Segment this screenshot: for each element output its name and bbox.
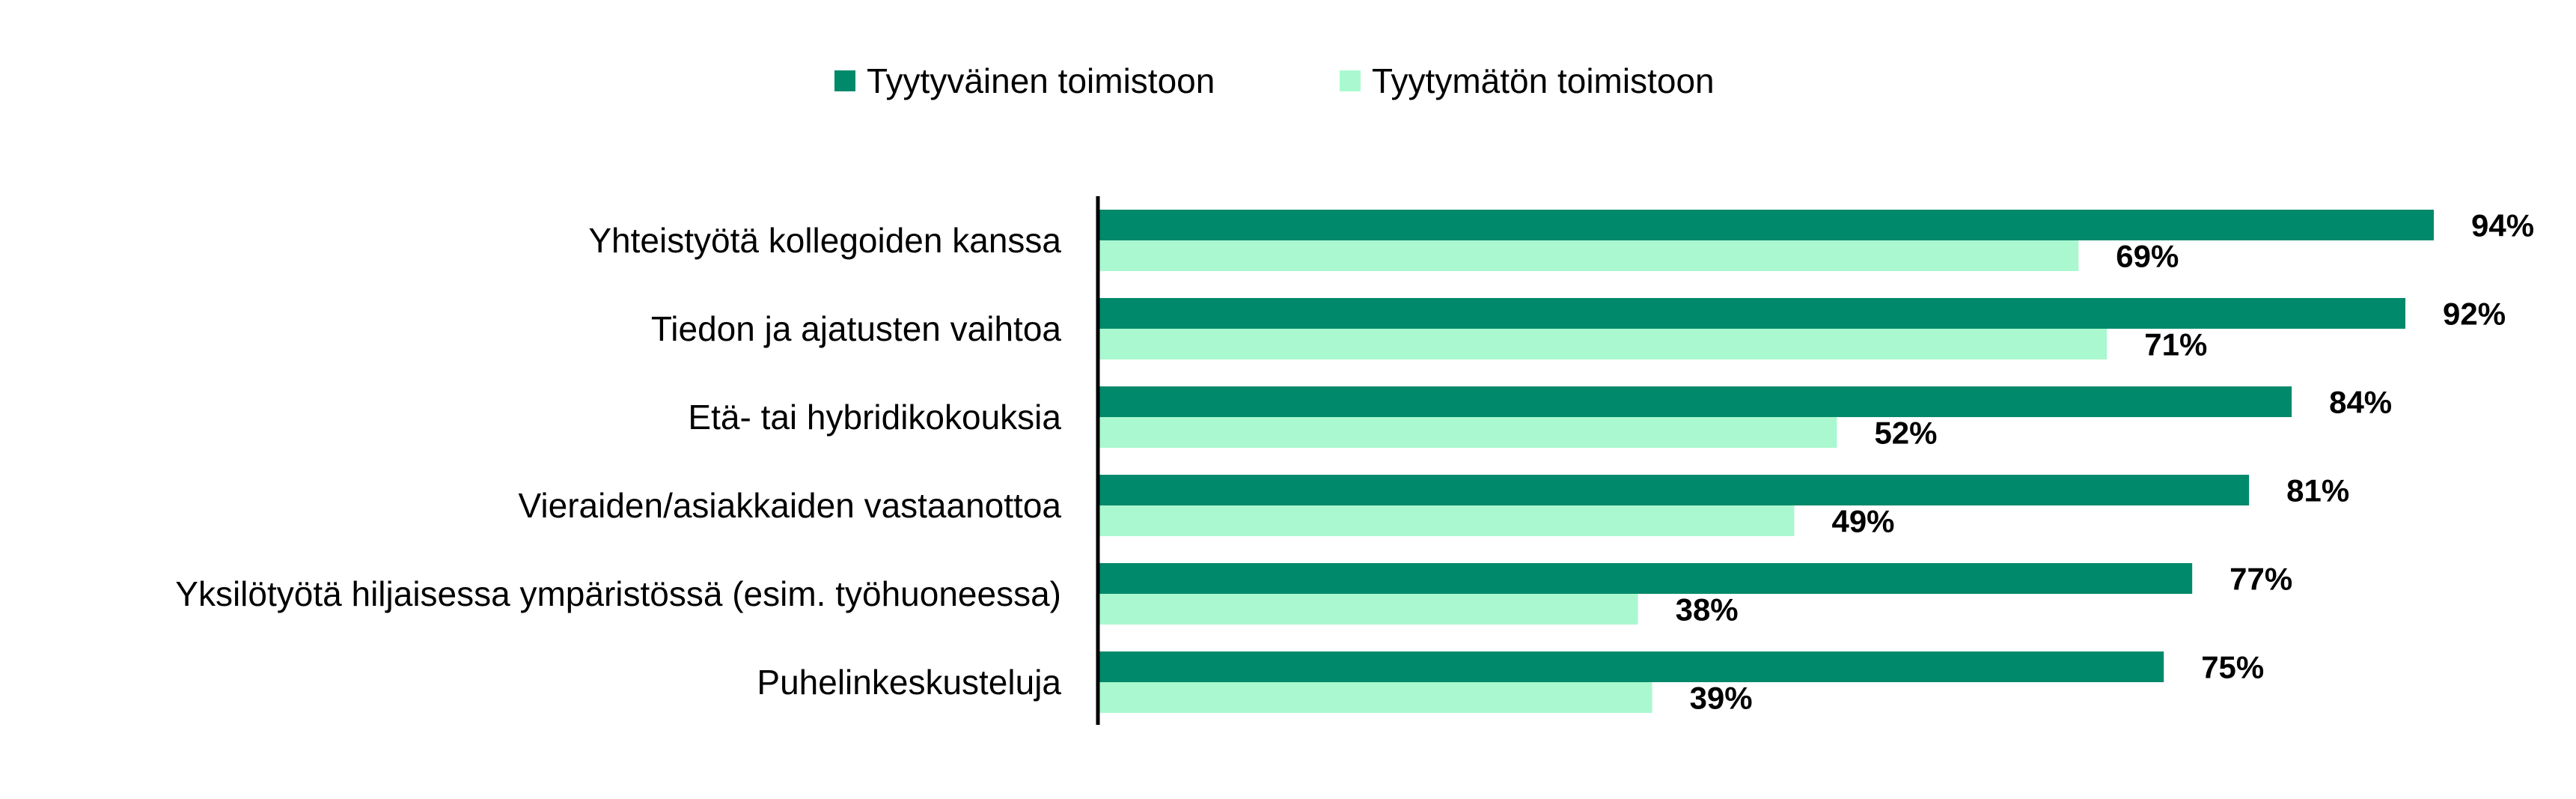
category-labels: Yhteistyötä kollegoiden kanssa Tiedon ja … bbox=[175, 221, 1061, 702]
category-label-4: Vieraiden/asiakkaiden vastaanottoa bbox=[519, 486, 1062, 525]
legend-label-1: Tyytyväinen toimistoon bbox=[867, 61, 1215, 100]
legend: Tyytyväinen toimistoon Tyytymätön toimist… bbox=[834, 61, 1715, 100]
bar-dissatisfied-3 bbox=[1098, 417, 1837, 448]
category-label-6: Puhelinkeskusteluja bbox=[757, 663, 1061, 702]
bar-satisfied-2 bbox=[1098, 298, 2406, 329]
data-label-dissatisfied-2: 71% bbox=[2144, 327, 2207, 362]
bar-dissatisfied-2 bbox=[1098, 329, 2108, 359]
data-label-satisfied-6: 75% bbox=[2201, 650, 2264, 685]
data-label-satisfied-1: 94% bbox=[2471, 208, 2534, 243]
legend-swatch-1 bbox=[834, 70, 855, 91]
data-label-satisfied-4: 81% bbox=[2286, 473, 2349, 508]
data-label-dissatisfied-6: 39% bbox=[1690, 681, 1753, 716]
category-label-1: Yhteistyötä kollegoiden kanssa bbox=[588, 221, 1061, 260]
bar-dissatisfied-4 bbox=[1098, 505, 1795, 536]
category-label-5: Yksilötyötä hiljaisessa ympäristössä (es… bbox=[175, 574, 1061, 613]
bar-satisfied-4 bbox=[1098, 475, 2250, 505]
data-label-satisfied-3: 84% bbox=[2329, 385, 2392, 420]
bars bbox=[1098, 210, 2434, 713]
legend-swatch-2 bbox=[1340, 70, 1361, 91]
bar-dissatisfied-1 bbox=[1098, 240, 2079, 271]
bar-satisfied-6 bbox=[1098, 651, 2164, 682]
data-label-satisfied-5: 77% bbox=[2229, 562, 2292, 597]
bar-satisfied-3 bbox=[1098, 386, 2292, 417]
data-label-dissatisfied-1: 69% bbox=[2116, 239, 2179, 274]
data-label-dissatisfied-4: 49% bbox=[1831, 504, 1894, 539]
legend-label-2: Tyytymätön toimistoon bbox=[1372, 61, 1715, 100]
bar-satisfied-1 bbox=[1098, 210, 2434, 240]
bar-satisfied-5 bbox=[1098, 563, 2193, 594]
data-label-dissatisfied-5: 38% bbox=[1676, 592, 1739, 628]
data-label-dissatisfied-3: 52% bbox=[1874, 416, 1937, 451]
category-label-2: Tiedon ja ajatusten vaihtoa bbox=[651, 309, 1062, 348]
data-labels: 94% 69% 92% 71% 84% 52% 81% 49% 77% 38% 75% 39% bbox=[1676, 208, 2534, 716]
data-label-satisfied-2: 92% bbox=[2443, 297, 2506, 332]
bar-dissatisfied-6 bbox=[1098, 682, 1652, 713]
bar-dissatisfied-5 bbox=[1098, 594, 1638, 625]
category-label-3: Etä- tai hybridikokouksia bbox=[688, 398, 1061, 437]
